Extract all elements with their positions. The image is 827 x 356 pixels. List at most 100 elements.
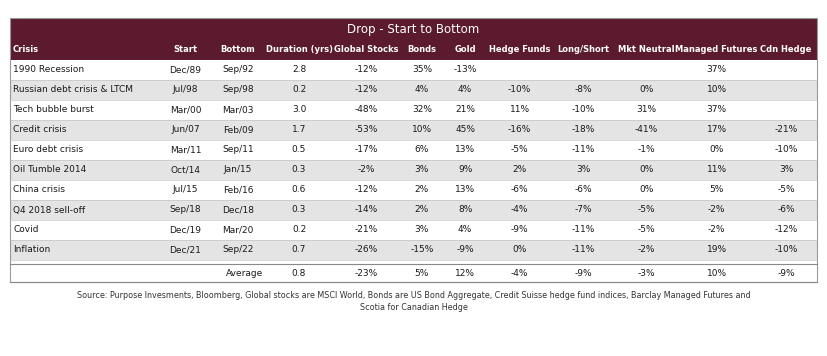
Text: 0%: 0%	[639, 85, 653, 94]
Text: -4%: -4%	[511, 268, 528, 277]
Text: Sep/18: Sep/18	[170, 205, 201, 215]
Text: 37%: 37%	[706, 105, 727, 115]
Text: Feb/09: Feb/09	[222, 126, 253, 135]
Text: 0.3: 0.3	[292, 166, 306, 174]
Text: 37%: 37%	[706, 66, 727, 74]
Text: 0.8: 0.8	[292, 268, 306, 277]
Text: Oil Tumble 2014: Oil Tumble 2014	[13, 166, 86, 174]
Text: 10%: 10%	[412, 126, 432, 135]
Text: Drop - Start to Bottom: Drop - Start to Bottom	[347, 22, 480, 36]
Text: 6%: 6%	[415, 146, 429, 155]
Bar	[10, 120, 817, 140]
Text: Bonds: Bonds	[408, 46, 437, 54]
Text: -11%: -11%	[571, 225, 595, 235]
Bar	[10, 264, 817, 282]
Text: Bottom: Bottom	[221, 46, 256, 54]
Text: -26%: -26%	[355, 246, 378, 255]
Text: -5%: -5%	[777, 185, 795, 194]
Text: -12%: -12%	[355, 185, 378, 194]
Text: Global Stocks: Global Stocks	[334, 46, 399, 54]
Text: Hedge Funds: Hedge Funds	[489, 46, 550, 54]
Text: 45%: 45%	[455, 126, 475, 135]
Text: China crisis: China crisis	[13, 185, 65, 194]
Text: 0%: 0%	[639, 185, 653, 194]
Text: 3%: 3%	[415, 166, 429, 174]
Text: -12%: -12%	[355, 66, 378, 74]
Text: 0%: 0%	[710, 146, 724, 155]
Text: Inflation: Inflation	[13, 246, 50, 255]
Text: -10%: -10%	[571, 105, 595, 115]
Bar	[10, 60, 817, 80]
Text: 3%: 3%	[779, 166, 793, 174]
Text: -10%: -10%	[774, 246, 798, 255]
Text: -2%: -2%	[708, 205, 725, 215]
Text: 5%: 5%	[415, 268, 429, 277]
Text: 13%: 13%	[455, 146, 476, 155]
Text: 1990 Recession: 1990 Recession	[13, 66, 84, 74]
Text: -7%: -7%	[575, 205, 592, 215]
Text: -2%: -2%	[358, 166, 375, 174]
Text: 3.0: 3.0	[292, 105, 306, 115]
Text: -18%: -18%	[571, 126, 595, 135]
Text: -2%: -2%	[638, 246, 655, 255]
Text: Start: Start	[174, 46, 198, 54]
Text: Jul/98: Jul/98	[173, 85, 198, 94]
Text: -9%: -9%	[457, 246, 474, 255]
Text: 2%: 2%	[415, 205, 429, 215]
Text: -21%: -21%	[355, 225, 378, 235]
Text: -41%: -41%	[634, 126, 657, 135]
Text: Mar/20: Mar/20	[222, 225, 254, 235]
Text: 12%: 12%	[455, 268, 475, 277]
Text: Q4 2018 sell-off: Q4 2018 sell-off	[13, 205, 85, 215]
Text: -16%: -16%	[508, 126, 531, 135]
Text: Source: Purpose Invesments, Bloomberg, Global stocks are MSCI World, Bonds are U: Source: Purpose Invesments, Bloomberg, G…	[77, 292, 750, 300]
Text: 4%: 4%	[415, 85, 429, 94]
Text: 0%: 0%	[639, 166, 653, 174]
Text: 0.3: 0.3	[292, 205, 306, 215]
Text: Mar/00: Mar/00	[170, 105, 201, 115]
Text: 35%: 35%	[412, 66, 432, 74]
Text: Crisis: Crisis	[13, 46, 39, 54]
Text: 8%: 8%	[458, 205, 472, 215]
Text: Oct/14: Oct/14	[170, 166, 200, 174]
Text: -48%: -48%	[355, 105, 378, 115]
Text: Dec/89: Dec/89	[170, 66, 202, 74]
Text: Average: Average	[226, 268, 263, 277]
Text: -2%: -2%	[708, 225, 725, 235]
Text: -4%: -4%	[511, 205, 528, 215]
Bar	[10, 100, 817, 120]
Text: -6%: -6%	[575, 185, 592, 194]
Bar	[10, 40, 817, 60]
Text: -5%: -5%	[638, 225, 655, 235]
Text: Dec/21: Dec/21	[170, 246, 202, 255]
Text: 0.5: 0.5	[292, 146, 306, 155]
Text: 2%: 2%	[415, 185, 429, 194]
Text: Dec/18: Dec/18	[222, 205, 254, 215]
Text: -6%: -6%	[777, 205, 795, 215]
Text: -1%: -1%	[638, 146, 655, 155]
Text: 3%: 3%	[576, 166, 590, 174]
Text: -9%: -9%	[777, 268, 795, 277]
Text: -11%: -11%	[571, 246, 595, 255]
Text: Credit crisis: Credit crisis	[13, 126, 66, 135]
Bar	[10, 18, 817, 40]
Text: Duration (yrs): Duration (yrs)	[265, 46, 332, 54]
Text: Sep/98: Sep/98	[222, 85, 254, 94]
Text: Mkt Neutral: Mkt Neutral	[618, 46, 675, 54]
Text: Sep/22: Sep/22	[222, 246, 254, 255]
Text: -13%: -13%	[453, 66, 477, 74]
Text: -21%: -21%	[774, 126, 798, 135]
Text: 2.8: 2.8	[292, 66, 306, 74]
Text: 4%: 4%	[458, 85, 472, 94]
Text: 31%: 31%	[636, 105, 657, 115]
Text: Scotia for Canadian Hedge: Scotia for Canadian Hedge	[360, 303, 467, 312]
Text: -6%: -6%	[511, 185, 528, 194]
Text: 32%: 32%	[412, 105, 432, 115]
Bar	[10, 240, 817, 260]
Text: Feb/16: Feb/16	[222, 185, 253, 194]
Text: Euro debt crisis: Euro debt crisis	[13, 146, 84, 155]
Bar	[10, 160, 817, 180]
Text: Long/Short: Long/Short	[557, 46, 609, 54]
Text: Covid: Covid	[13, 225, 39, 235]
Text: 0%: 0%	[513, 246, 527, 255]
